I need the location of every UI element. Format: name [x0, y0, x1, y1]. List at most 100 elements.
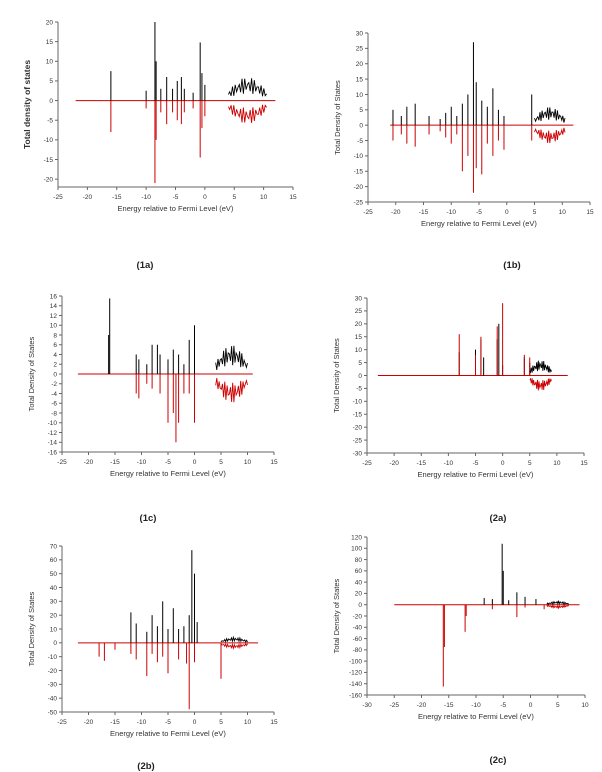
x-tick-label: -5 [165, 459, 171, 466]
spin-down-band [220, 642, 248, 651]
y-axis-title: Total Density of States [332, 338, 341, 413]
x-axis-title: Energy relative to Fermi Level (eV) [418, 712, 534, 721]
y-tick-label: -160 [349, 692, 362, 699]
y-tick-label: -80 [353, 647, 363, 654]
y-tick-label: -40 [353, 625, 363, 632]
x-tick-label: -20 [83, 194, 93, 201]
y-tick-label: 20 [355, 591, 363, 598]
y-tick-label: 20 [356, 61, 364, 68]
y-tick-label: 16 [50, 293, 58, 300]
y-tick-label: -30 [48, 682, 58, 689]
y-axis-title: Total Density of States [332, 578, 341, 653]
y-tick-label: 50 [50, 571, 58, 578]
x-tick-label: 5 [232, 194, 236, 201]
y-tick-label: 0 [53, 371, 57, 378]
y-axis-title: Total Density of States [27, 591, 36, 666]
y-tick-label: -50 [48, 709, 58, 716]
spin-down-band [546, 604, 569, 610]
x-tick-label: -25 [57, 719, 67, 726]
y-tick-label: 70 [50, 543, 58, 550]
x-tick-label: 10 [559, 209, 567, 216]
y-tick-label: 2 [53, 362, 57, 369]
y-axis-title: Total Density of States [27, 336, 36, 411]
x-tick-label: 0 [505, 209, 509, 216]
x-tick-label: -5 [500, 702, 506, 709]
y-tick-label: 25 [355, 308, 363, 315]
y-tick-label: 10 [50, 323, 58, 330]
x-tick-label: -5 [476, 209, 482, 216]
y-tick-label: 10 [50, 626, 58, 633]
panel-caption: (2b) [137, 761, 154, 772]
y-axis-title: Total density of states [22, 60, 32, 149]
x-tick-label: 10 [553, 460, 561, 467]
spin-up-band [215, 345, 248, 370]
y-tick-label: -15 [44, 157, 54, 164]
x-tick-label: 15 [289, 194, 297, 201]
y-tick-label: 10 [356, 92, 364, 99]
y-tick-label: 120 [351, 534, 362, 541]
x-tick-label: -15 [110, 719, 120, 726]
x-tick-label: 5 [528, 460, 532, 467]
x-tick-label: -15 [110, 459, 120, 466]
x-tick-label: 10 [260, 194, 268, 201]
y-tick-label: 40 [50, 585, 58, 592]
y-tick-label: 8 [53, 332, 57, 339]
x-tick-label: -20 [391, 209, 401, 216]
panel-caption: (2c) [490, 755, 507, 766]
panel-caption: (2a) [490, 513, 507, 524]
x-tick-label: -15 [112, 194, 122, 201]
chart-panel-2: -25 -20 -15 -10 -5 0 5 10 15 -25 -20 -15 -10 -5 0 5 10 15… [333, 30, 594, 271]
y-tick-label: 30 [355, 295, 363, 302]
y-tick-label: 5 [359, 107, 363, 114]
x-tick-label: -30 [362, 702, 372, 709]
y-tick-label: 0 [358, 373, 362, 380]
x-axis-title: Energy relative to Fermi Level (eV) [110, 729, 226, 738]
y-tick-label: -4 [51, 391, 57, 398]
y-tick-label: -20 [44, 176, 54, 183]
x-tick-label: 5 [556, 702, 560, 709]
x-tick-label: 5 [219, 459, 223, 466]
y-tick-label: 30 [50, 599, 58, 606]
y-tick-label: 30 [356, 30, 364, 37]
x-tick-label: 15 [580, 460, 588, 467]
y-tick-label: -20 [354, 184, 364, 191]
y-tick-label: 0 [358, 602, 362, 609]
y-tick-label: -10 [44, 137, 54, 144]
x-tick-label: -25 [53, 194, 63, 201]
spin-up-band [227, 78, 267, 97]
y-tick-label: 12 [50, 313, 58, 320]
spin-up-band [534, 107, 566, 123]
y-tick-label: 60 [355, 568, 363, 575]
y-tick-label: -5 [356, 386, 362, 393]
y-tick-label: 14 [50, 303, 58, 310]
y-tick-label: 40 [355, 579, 363, 586]
chart-panel-5: -25 -20 -15 -10 -5 0 5 10 15-50-40-30-20-1001020… [27, 543, 278, 772]
y-tick-label: 15 [356, 76, 364, 83]
y-tick-label: -5 [357, 138, 363, 145]
x-tick-label: -10 [447, 209, 457, 216]
y-tick-label: 15 [355, 334, 363, 341]
y-tick-label: 20 [50, 612, 58, 619]
x-tick-label: -25 [57, 459, 67, 466]
x-tick-label: -10 [471, 702, 481, 709]
y-tick-label: -15 [353, 412, 363, 419]
x-tick-label: 10 [244, 459, 252, 466]
spin-down-band [534, 127, 566, 143]
y-tick-label: -30 [353, 450, 363, 457]
y-tick-label: -20 [48, 668, 58, 675]
y-tick-label: 25 [356, 46, 364, 53]
x-axis-title: Energy relative to Fermi Level (eV) [110, 469, 226, 478]
y-tick-label: -12 [48, 430, 58, 437]
x-tick-label: 5 [219, 719, 223, 726]
spin-up-band [220, 635, 248, 643]
x-tick-label: 5 [533, 209, 537, 216]
y-tick-label: 0 [359, 122, 363, 129]
y-tick-label: 80 [355, 557, 363, 564]
y-tick-label: -25 [354, 199, 364, 206]
y-tick-label: -20 [353, 424, 363, 431]
x-tick-label: -5 [473, 460, 479, 467]
y-tick-label: 100 [351, 546, 362, 553]
y-tick-label: 5 [358, 360, 362, 367]
spin-up-band [546, 599, 569, 605]
